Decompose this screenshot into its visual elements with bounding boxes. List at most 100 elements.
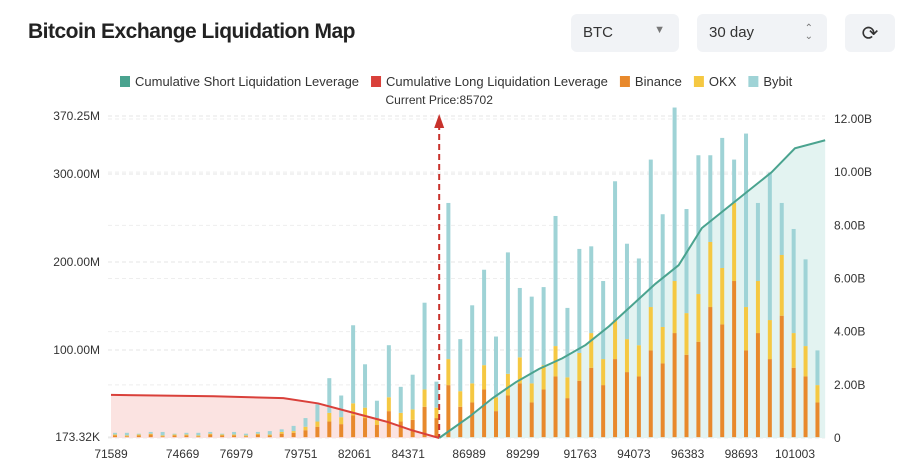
bar-okx: [172, 434, 177, 436]
bar-okx: [315, 421, 320, 427]
bar-okx: [220, 434, 225, 436]
bar-binance: [482, 389, 487, 438]
y-left-tick-label: 370.25M: [53, 109, 100, 123]
symbol-select[interactable]: BTC ▼: [571, 14, 679, 52]
bar-binance: [267, 435, 272, 438]
y-right-tick-label: 8.00B: [834, 218, 865, 232]
bar-binance: [815, 402, 820, 438]
x-tick-label: 91763: [563, 447, 597, 461]
bar-okx: [589, 333, 594, 368]
bar-okx: [124, 435, 129, 437]
legend-swatch: [748, 76, 759, 87]
bar-okx: [732, 202, 737, 282]
bar-okx: [386, 397, 391, 412]
bar-bybit: [803, 259, 808, 347]
bar-binance: [613, 359, 618, 438]
bar-binance: [744, 350, 749, 438]
bar-binance: [505, 395, 510, 438]
bar-bybit: [708, 155, 713, 242]
bar-binance: [279, 433, 284, 438]
bar-okx: [755, 281, 760, 334]
bar-binance: [196, 436, 201, 438]
bar-bybit: [744, 133, 749, 308]
bar-binance: [363, 418, 368, 438]
bar-bybit: [327, 378, 332, 413]
bar-okx: [482, 365, 487, 390]
bar-okx: [136, 434, 141, 436]
bar-bybit: [339, 395, 344, 418]
x-tick-label: 82061: [338, 447, 372, 461]
y-right-tick-label: 12.00B: [834, 112, 872, 126]
bar-binance: [410, 419, 415, 438]
bar-bybit: [755, 202, 760, 282]
bar-binance: [493, 411, 498, 438]
bar-binance: [184, 435, 189, 438]
bar-bybit: [220, 433, 225, 435]
bar-bybit: [636, 258, 641, 346]
bar-bybit: [589, 246, 594, 334]
bar-binance: [327, 421, 332, 438]
bar-okx: [160, 435, 165, 437]
bar-bybit: [815, 350, 820, 386]
bar-okx: [767, 320, 772, 360]
bar-okx: [779, 254, 784, 316]
bar-okx: [327, 412, 332, 422]
bar-binance: [696, 341, 701, 438]
bar-okx: [184, 434, 189, 436]
bar-binance: [124, 436, 129, 438]
legend-item: Binance: [635, 74, 682, 89]
bar-okx: [803, 346, 808, 377]
bar-binance: [255, 434, 260, 438]
current-price-label: Current Price:85702: [385, 93, 493, 107]
bar-binance: [779, 315, 784, 438]
bar-bybit: [624, 243, 629, 340]
bar-binance: [601, 385, 606, 438]
bar-okx: [410, 409, 415, 420]
bar-okx: [601, 359, 606, 386]
bar-okx: [374, 418, 379, 426]
bar-bybit: [398, 386, 403, 413]
bar-okx: [470, 383, 475, 403]
y-right-tick-label: 10.00B: [834, 165, 872, 179]
bar-okx: [458, 391, 463, 407]
bar-bybit: [160, 431, 165, 436]
bar-okx: [351, 403, 356, 416]
bar-binance: [398, 421, 403, 438]
bar-bybit: [767, 172, 772, 321]
x-tick-label: 89299: [506, 447, 540, 461]
bar-bybit: [482, 269, 487, 366]
up-down-icon: ⌃ ⌄: [804, 23, 813, 42]
refresh-button[interactable]: ⟳: [845, 14, 895, 52]
bar-binance: [720, 324, 725, 438]
bar-bybit: [172, 433, 177, 435]
bar-binance: [232, 435, 237, 438]
cumulative-short-line: [438, 139, 826, 439]
bar-binance: [732, 281, 737, 438]
bar-okx: [815, 385, 820, 403]
bar-bybit: [255, 431, 260, 434]
bar-binance: [315, 426, 320, 438]
bar-bybit: [565, 307, 570, 378]
bar-binance: [636, 376, 641, 438]
x-tick-label: 96383: [671, 447, 705, 461]
page-title: Bitcoin Exchange Liquidation Map: [28, 20, 356, 43]
bar-bybit: [791, 228, 796, 334]
caret-down-icon: ▼: [654, 24, 665, 36]
bar-bybit: [303, 418, 308, 427]
arrow-up-icon: [434, 114, 445, 128]
bar-binance: [136, 435, 141, 438]
bar-okx: [339, 417, 344, 425]
bar-okx: [279, 431, 284, 434]
bar-binance: [113, 435, 117, 438]
range-select[interactable]: 30 day ⌃ ⌄: [697, 14, 827, 52]
bar-okx: [529, 383, 534, 403]
bar-bybit: [363, 364, 368, 408]
y-left-tick-label: 200.00M: [53, 255, 100, 269]
bar-okx: [636, 345, 641, 377]
bar-binance: [243, 436, 248, 438]
bar-binance: [577, 380, 582, 438]
bar-okx: [493, 397, 498, 412]
bar-bybit: [541, 287, 546, 366]
bar-bybit: [470, 305, 475, 384]
